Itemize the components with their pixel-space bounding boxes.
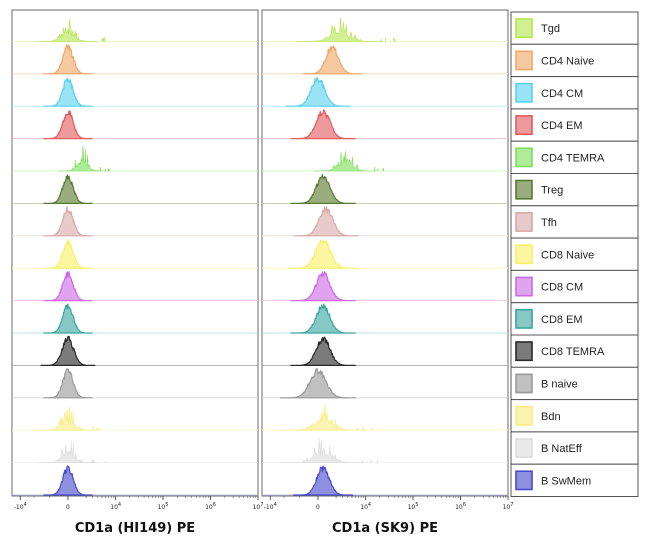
legend-swatch [515,244,533,265]
x-tick-label: 107 [503,502,514,511]
x-tick-label: 0 [316,504,320,511]
histogram-cd8-naive [287,239,359,269]
histogram-b-swmem [292,465,354,496]
histogram-cd8-temra [290,336,356,366]
panels: -104 0 104 105 106 107 -104 0 104 105 106 107 [11,9,514,511]
legend-item: CD8 EM [510,302,639,336]
legend-label: B NatEff [541,443,583,455]
x-tick-label: 104 [110,502,121,511]
x-tick-label: 105 [158,502,169,511]
histogram-cd4-cm [43,77,93,107]
legend-cell [510,431,639,465]
histogram-cd4-naive [43,44,93,75]
legend: Tgd CD4 Naive CD4 CM CD4 EM CD4 TEMRA Treg Tfh… [510,11,639,498]
histogram-b-nateff [38,440,98,463]
legend-label: Tgd [541,23,560,35]
legend-swatch [515,115,533,136]
x-axis-title-sk9: CD1a (SK9) PE [332,521,438,536]
legend-swatch [515,438,533,458]
legend-item: B SwMem [510,463,639,498]
legend-swatch [515,147,533,168]
legend-item: CD4 CM [510,76,639,110]
histogram-treg [290,173,356,204]
histogram-treg [43,174,93,204]
legend-swatch [515,308,533,329]
histogram-cd4-temra [312,151,378,172]
histogram-cd4-em [43,110,93,140]
legend-label: Tfh [541,217,557,229]
legend-item: CD8 CM [510,269,639,304]
legend-swatch [515,50,533,71]
x-tick-label: 105 [408,502,419,511]
histogram-cd4-cm [285,76,351,107]
legend-swatch [515,212,533,232]
histogram-cd8-temra [40,335,96,366]
histogram-cd8-em [290,303,356,334]
legend-label: CD8 EM [541,314,583,326]
histogram-cd4-temra [57,145,107,172]
histogram-cd8-em [43,303,93,334]
histogram-tfh [293,206,359,237]
legend-label: CD8 CM [541,282,583,294]
legend-item: B naive [510,366,639,401]
legend-item: CD8 TEMRA [510,334,639,368]
legend-label: Bdn [541,411,561,423]
legend-swatch [515,405,533,426]
legend-label: CD4 EM [541,120,583,132]
legend-item: CD4 TEMRA [510,140,639,174]
legend-swatch [515,341,533,362]
x-axis-title-hi149: CD1a (HI149) PE [75,521,195,536]
legend-item: CD8 Naive [510,237,639,271]
histogram-b-naive [279,368,357,399]
histogram-tgd [38,18,98,42]
histogram-cd8-cm [290,271,356,302]
legend-label: CD8 TEMRA [541,346,605,358]
legend-swatch [515,276,533,297]
legend-item: Bdn [510,399,639,433]
histogram-tgd [296,17,383,42]
x-tick-label: 106 [455,502,466,511]
legend-item: B NatEff [510,431,639,465]
histogram-tfh [43,206,93,237]
histogram-b-nateff [279,438,367,463]
x-tick-label: -104 [14,502,27,511]
x-tick-label: 104 [360,502,371,511]
panel-2: -104 0 104 105 106 107 [261,9,514,511]
legend-label: CD8 Naive [541,249,594,261]
panel-frame [11,9,259,497]
histogram-cd4-naive [302,45,363,75]
histogram-bdn [38,406,98,431]
histogram-cd8-naive [43,238,93,269]
legend-item: Tgd [510,11,639,45]
legend-label: CD4 CM [541,88,583,100]
x-tick-label: 0 [66,504,70,511]
legend-label: B naive [541,378,578,390]
legend-swatch [515,82,533,103]
panel-1: -104 0 104 105 106 107 [11,9,264,511]
histogram-b-swmem [43,465,93,496]
legend-item: Tfh [510,205,639,239]
x-tick-label: -104 [264,502,277,511]
legend-swatch [515,18,533,39]
x-tick-label: 107 [253,502,264,511]
legend-swatch [515,373,533,394]
legend-label: CD4 Naive [541,55,594,67]
legend-label: Treg [541,185,563,197]
x-tick-label: 106 [205,502,216,511]
histogram-bdn [279,403,367,431]
histogram-cd4-em [290,109,356,140]
legend-swatch [515,470,533,491]
legend-item: CD4 Naive [510,43,639,78]
legend-label: B SwMem [541,475,591,487]
legend-cell [510,237,639,271]
legend-label: CD4 TEMRA [541,152,605,164]
legend-item: Treg [510,173,639,207]
legend-item: CD4 EM [510,108,639,142]
histogram-cd8-cm [43,271,93,302]
legend-swatch [515,179,533,200]
panel-frame [261,9,509,497]
histogram-b-naive [43,368,93,399]
